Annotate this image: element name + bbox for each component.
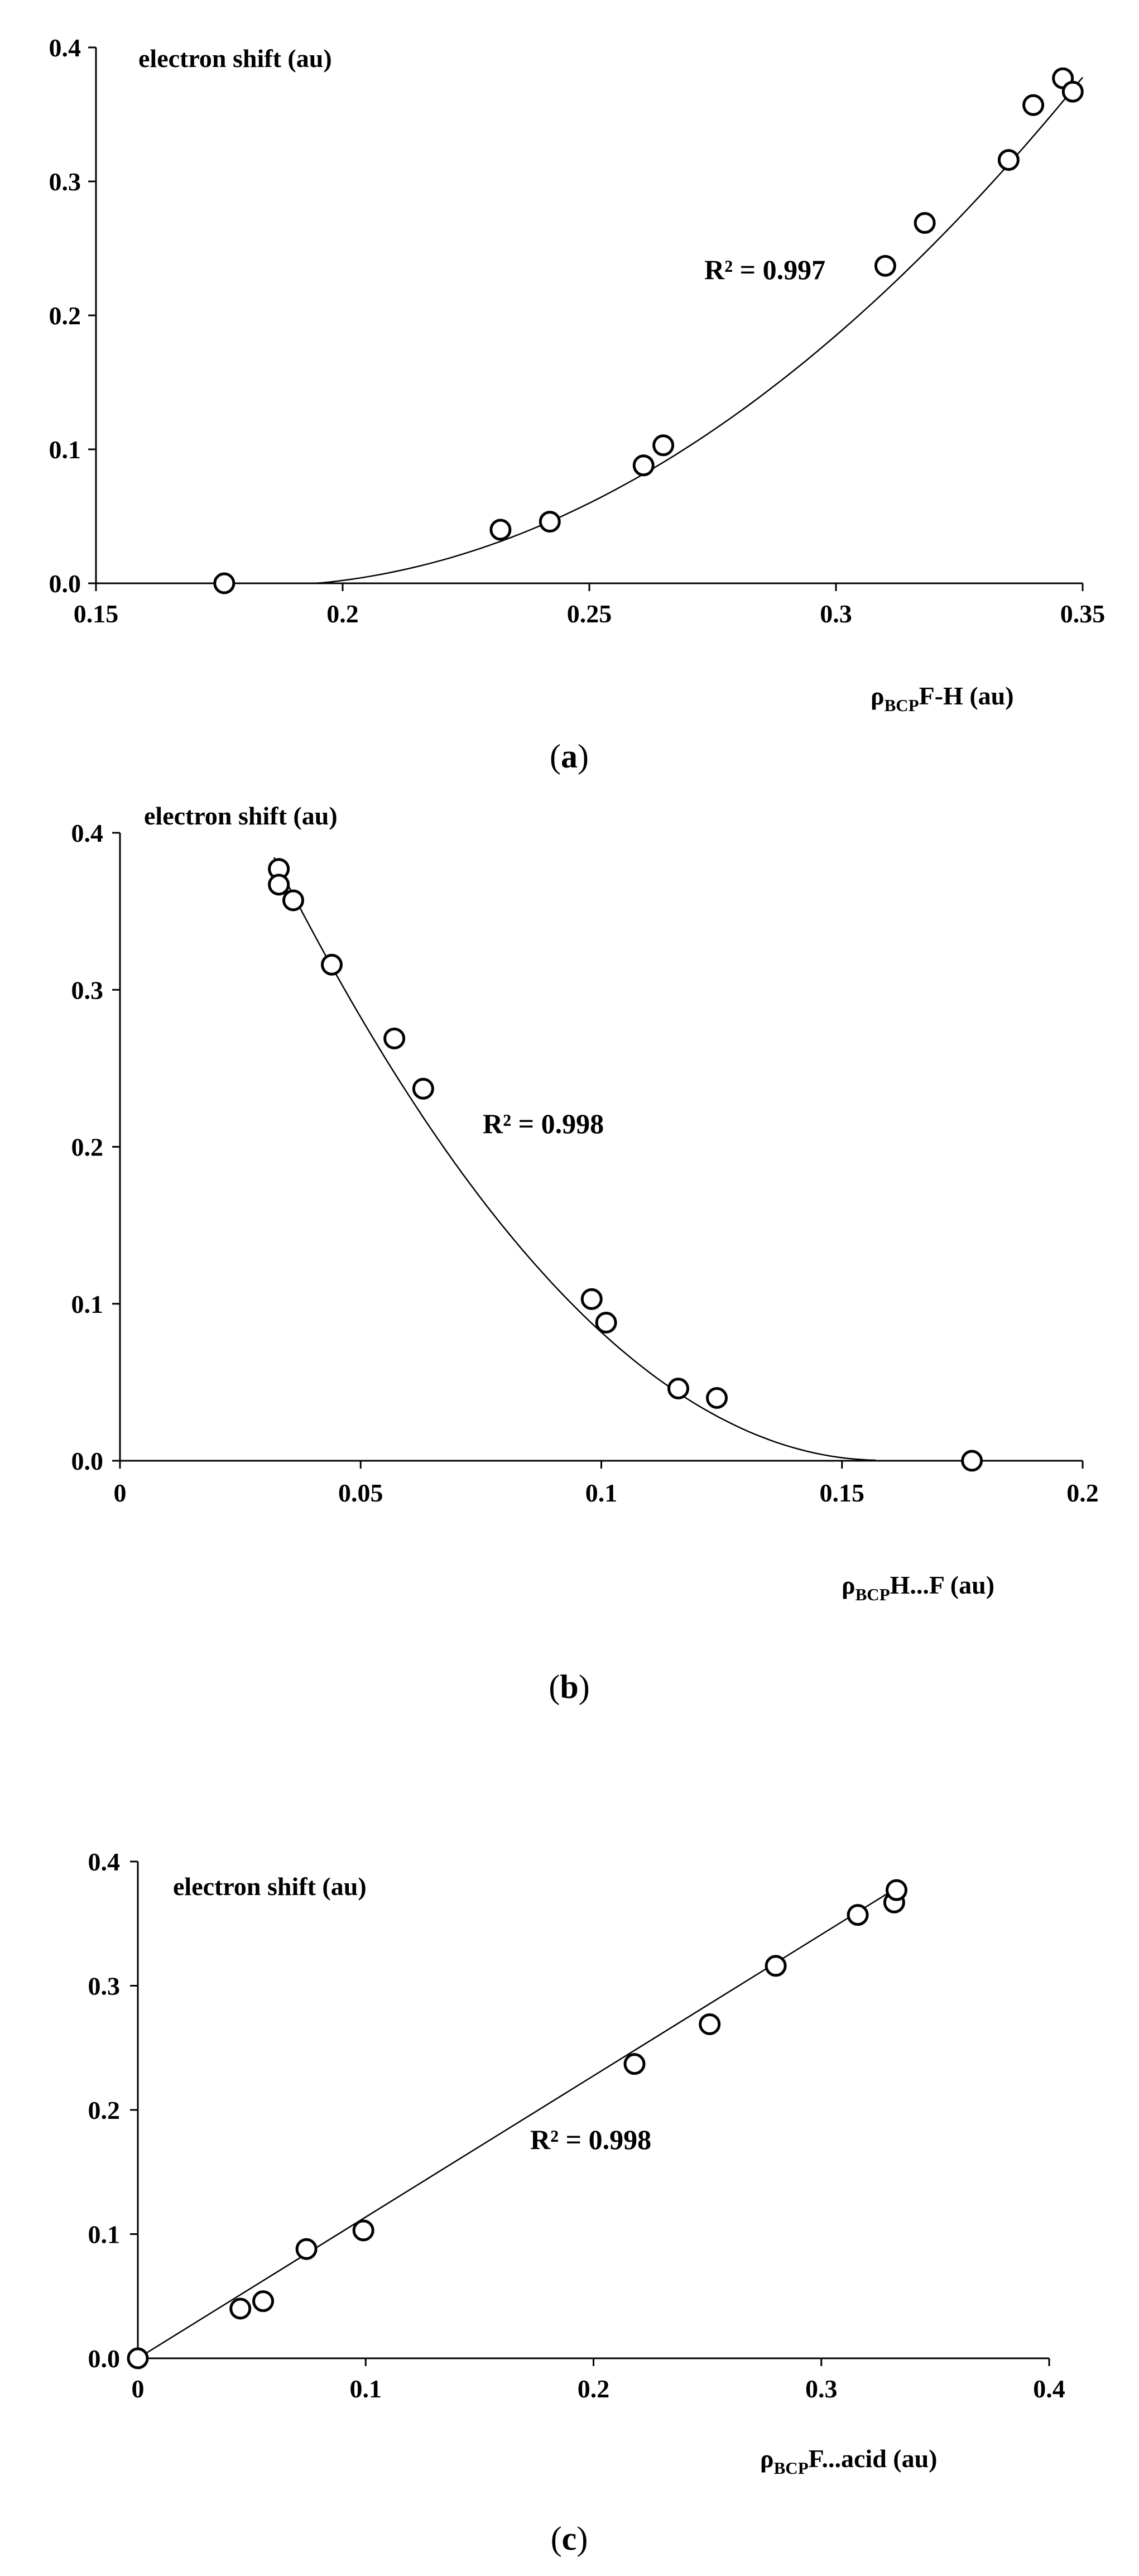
data-point bbox=[213, 572, 236, 594]
panel-caption: (a) bbox=[550, 738, 589, 775]
x-tick-label: 0 bbox=[114, 1479, 127, 1507]
data-point bbox=[412, 1077, 434, 1100]
data-point bbox=[914, 212, 936, 234]
x-tick-label: 0.3 bbox=[805, 2374, 838, 2403]
y-tick-label: 0.1 bbox=[71, 1290, 104, 1318]
data-point bbox=[539, 511, 561, 533]
y-tick-label: 0.4 bbox=[88, 1848, 121, 1876]
r-squared-label: R² = 0.998 bbox=[530, 2124, 651, 2155]
data-point bbox=[352, 2219, 374, 2242]
y-tick-label: 0.2 bbox=[71, 1133, 104, 1162]
data-point bbox=[580, 1288, 603, 1310]
x-tick-label: 0.35 bbox=[1060, 599, 1106, 628]
x-tick-label: 0.4 bbox=[1033, 2374, 1065, 2403]
x-tick-label: 0.15 bbox=[820, 1479, 865, 1507]
trendline bbox=[293, 76, 1083, 584]
trendline bbox=[273, 857, 876, 1461]
x-axis-title: ρBCPF...acid (au) bbox=[760, 2444, 938, 2478]
x-axis-title: ρBCPH...F (au) bbox=[842, 1571, 994, 1604]
r-squared-label: R² = 0.997 bbox=[704, 254, 825, 285]
y-tick-label: 0.1 bbox=[88, 2220, 121, 2249]
data-point bbox=[847, 1904, 869, 1926]
data-point bbox=[623, 2053, 646, 2075]
data-point bbox=[885, 1879, 907, 1901]
x-tick-label: 0.2 bbox=[326, 599, 359, 628]
data-point bbox=[1061, 80, 1084, 103]
data-point bbox=[383, 1027, 406, 1049]
data-point bbox=[1022, 94, 1045, 116]
chart-panel-b: 0.0 0.1 0.2 0.3 0.4 0 0.05 0.1 0.15 0.2 electron s… bbox=[71, 802, 1099, 1705]
chart-panel-a: 0.0 0.1 0.2 0.3 0.4 0.15 0.2 0.25 0.3 0.35 electro… bbox=[49, 33, 1106, 775]
chart-panel-c: 0.0 0.1 0.2 0.3 0.4 0 0.1 0.2 0.3 0.4 electron shi… bbox=[88, 1848, 1065, 2557]
trendline bbox=[137, 1884, 902, 2359]
y-tick-label: 0.0 bbox=[88, 2344, 121, 2373]
data-point bbox=[667, 1378, 689, 1400]
data-point bbox=[268, 874, 290, 896]
data-point bbox=[997, 149, 1020, 171]
y-axis-title: electron shift (au) bbox=[138, 44, 332, 73]
data-point bbox=[282, 889, 304, 912]
r-squared-label: R² = 0.998 bbox=[483, 1108, 604, 1139]
data-point bbox=[321, 953, 343, 976]
data-point bbox=[652, 434, 675, 457]
data-point bbox=[765, 1955, 787, 1977]
data-point bbox=[229, 2297, 252, 2320]
y-axis-title: electron shift (au) bbox=[144, 802, 338, 830]
y-tick-label: 0.3 bbox=[88, 1972, 121, 2001]
data-point bbox=[961, 1450, 983, 1472]
data-point bbox=[874, 255, 896, 277]
x-tick-label: 0.3 bbox=[820, 599, 852, 628]
data-point bbox=[295, 2238, 318, 2260]
data-point bbox=[706, 1387, 728, 1409]
y-tick-label: 0.2 bbox=[49, 301, 81, 330]
x-tick-label: 0.2 bbox=[578, 2374, 610, 2403]
y-axis-title: electron shift (au) bbox=[173, 1872, 367, 1901]
panel-caption: (b) bbox=[549, 1668, 589, 1705]
data-point bbox=[632, 454, 655, 477]
data-point bbox=[127, 2347, 149, 2369]
x-tick-label: 0 bbox=[132, 2374, 145, 2403]
y-tick-label: 0.0 bbox=[49, 569, 81, 598]
y-tick-label: 0.4 bbox=[49, 33, 81, 62]
x-tick-label: 0.1 bbox=[350, 2374, 382, 2403]
x-tick-label: 0.2 bbox=[1066, 1479, 1099, 1507]
y-tick-label: 0.0 bbox=[71, 1447, 104, 1475]
data-point bbox=[595, 1312, 617, 1333]
panel-caption: (c) bbox=[551, 2520, 588, 2557]
y-tick-label: 0.2 bbox=[88, 2096, 121, 2124]
x-tick-label: 0.05 bbox=[338, 1479, 383, 1507]
x-axis-title: ρBCPF-H (au) bbox=[871, 682, 1014, 715]
y-tick-label: 0.3 bbox=[49, 167, 81, 196]
x-tick-label: 0.25 bbox=[567, 599, 612, 628]
data-point bbox=[252, 2290, 275, 2313]
data-point bbox=[699, 2013, 721, 2035]
x-tick-label: 0.1 bbox=[585, 1479, 618, 1507]
data-point bbox=[489, 519, 512, 541]
y-tick-label: 0.3 bbox=[71, 976, 104, 1004]
y-tick-label: 0.4 bbox=[71, 819, 104, 847]
y-tick-label: 0.1 bbox=[49, 435, 81, 464]
x-tick-label: 0.15 bbox=[74, 599, 119, 628]
